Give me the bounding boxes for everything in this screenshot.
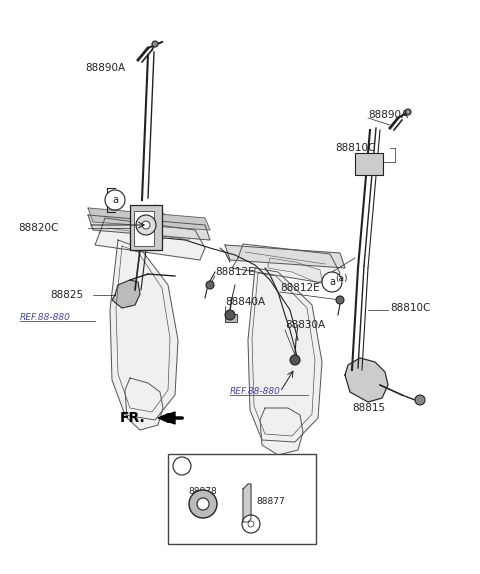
Text: 88840A: 88840A [225,297,265,307]
Text: a: a [112,195,118,205]
Polygon shape [112,280,140,308]
Circle shape [197,498,209,510]
Polygon shape [88,208,210,230]
Circle shape [248,521,254,527]
Text: 88890A: 88890A [368,110,408,120]
Text: REF.88-880: REF.88-880 [230,387,281,397]
Polygon shape [125,378,163,430]
Text: 88812E: 88812E [280,283,320,293]
Text: 88890A: 88890A [85,63,125,73]
Polygon shape [232,244,340,285]
Text: 88830A: 88830A [285,320,325,330]
Text: 88812E: 88812E [215,267,254,277]
Text: (a): (a) [335,273,348,282]
Circle shape [152,41,158,47]
Polygon shape [268,258,322,283]
Circle shape [206,281,214,289]
Circle shape [142,221,150,229]
Text: 88825: 88825 [50,290,83,300]
Text: REF.88-880: REF.88-880 [20,313,71,323]
Polygon shape [225,245,345,268]
Text: 88878: 88878 [188,487,217,497]
Bar [225,314,237,322]
Circle shape [105,190,125,210]
Text: 88820C: 88820C [18,223,59,233]
Text: 88810C: 88810C [390,303,431,313]
Text: 88810C: 88810C [335,143,375,153]
Polygon shape [158,412,175,424]
Circle shape [290,355,300,365]
Text: 88877: 88877 [256,498,285,506]
Polygon shape [110,240,178,420]
Circle shape [173,457,191,475]
Polygon shape [248,268,322,442]
Circle shape [322,272,342,292]
Circle shape [415,395,425,405]
Circle shape [189,490,217,518]
Circle shape [405,109,411,115]
Bar [134,211,154,246]
Text: 88815: 88815 [352,403,385,413]
Bar [130,205,162,250]
Bar [355,153,383,175]
Circle shape [136,215,156,235]
Polygon shape [95,218,205,260]
Circle shape [336,296,344,304]
Circle shape [225,310,235,320]
Text: FR.: FR. [120,411,146,425]
Polygon shape [345,358,388,402]
Polygon shape [243,484,251,522]
Text: a: a [179,461,185,471]
Polygon shape [260,408,303,455]
Bar [168,454,316,544]
Text: a: a [329,277,335,287]
Polygon shape [88,215,210,240]
Circle shape [242,515,260,533]
